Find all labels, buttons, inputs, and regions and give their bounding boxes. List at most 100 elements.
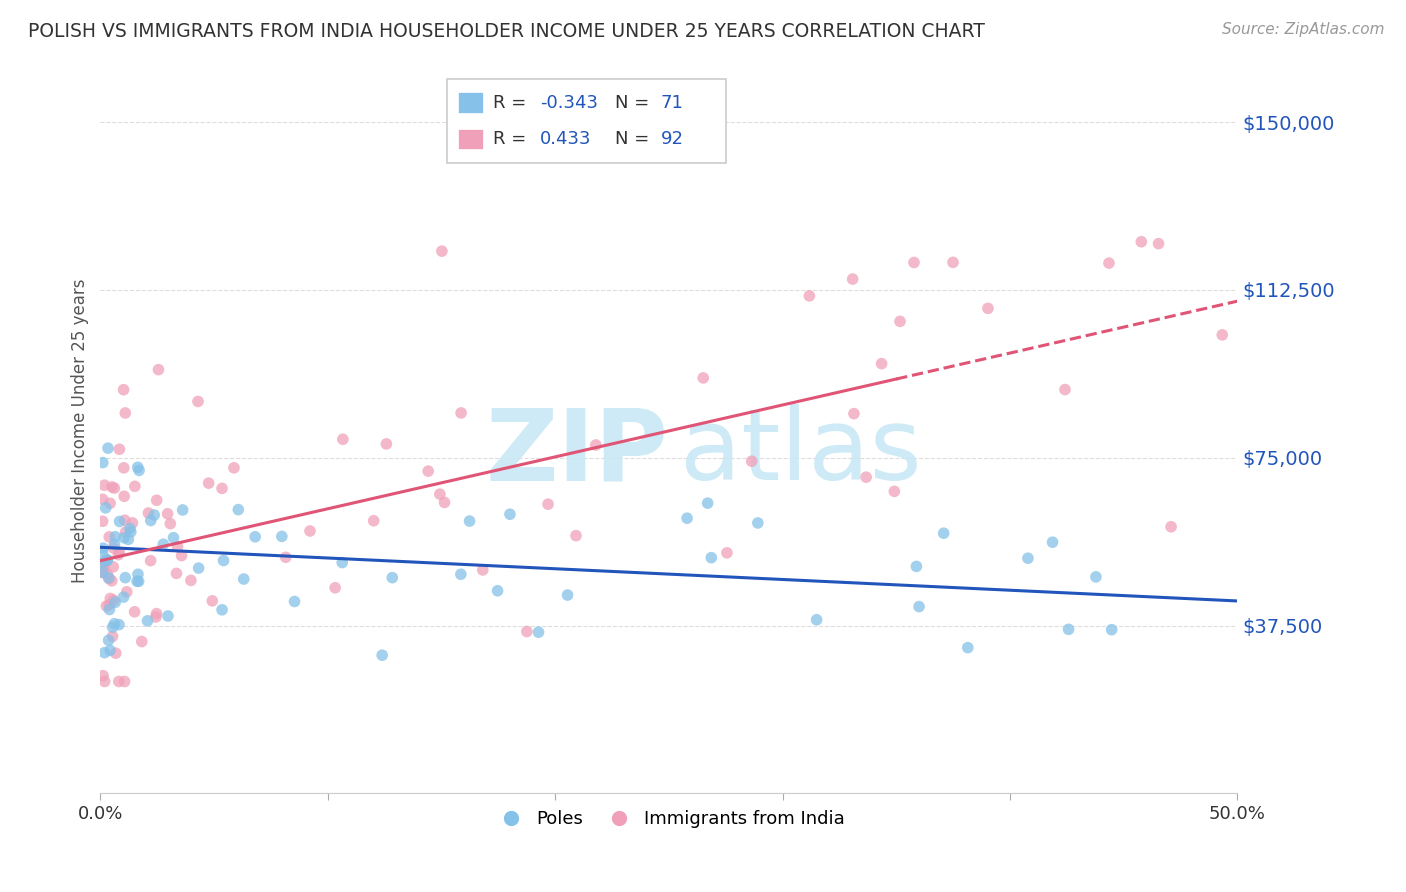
Point	[1130, 235, 1153, 249]
Text: 92: 92	[661, 130, 683, 148]
Point	[170, 549, 193, 563]
Point	[516, 624, 538, 639]
Point	[903, 255, 925, 269]
Point	[107, 548, 129, 562]
Point	[1084, 570, 1107, 584]
Point	[91, 566, 114, 580]
Point	[127, 574, 149, 589]
Point	[103, 559, 125, 574]
Point	[211, 482, 233, 496]
Point	[114, 525, 136, 540]
Point	[1211, 327, 1233, 342]
Point	[855, 470, 877, 484]
Y-axis label: Householder Income Under 25 years: Householder Income Under 25 years	[72, 278, 89, 583]
Point	[942, 255, 965, 269]
Point	[101, 629, 124, 643]
Text: R =: R =	[492, 94, 531, 112]
Point	[114, 406, 136, 420]
Point	[93, 558, 115, 573]
Point	[1057, 623, 1080, 637]
Point	[98, 598, 121, 612]
Point	[565, 528, 588, 542]
Point	[1042, 535, 1064, 549]
Point	[932, 526, 955, 541]
Text: R =: R =	[492, 130, 531, 148]
Point	[499, 507, 522, 521]
Point	[103, 481, 125, 495]
Point	[98, 643, 121, 657]
Point	[799, 289, 821, 303]
Point	[115, 585, 138, 599]
Point	[121, 516, 143, 530]
FancyBboxPatch shape	[447, 79, 725, 162]
Point	[1053, 383, 1076, 397]
Point	[112, 531, 135, 545]
Point	[91, 561, 114, 575]
Point	[96, 553, 118, 567]
Point	[956, 640, 979, 655]
Point	[114, 571, 136, 585]
Point	[98, 496, 121, 510]
Point	[145, 493, 167, 508]
Point	[97, 441, 120, 455]
Point	[139, 514, 162, 528]
Point	[112, 590, 135, 604]
Point	[298, 524, 321, 538]
Point	[841, 272, 863, 286]
Point	[118, 521, 141, 535]
Text: 0.433: 0.433	[540, 130, 592, 148]
Point	[143, 508, 166, 522]
Point	[977, 301, 1000, 316]
Point	[117, 533, 139, 547]
Point	[700, 550, 723, 565]
Text: ZIP: ZIP	[486, 404, 669, 501]
Point	[107, 674, 129, 689]
Point	[91, 566, 114, 580]
Text: 71: 71	[661, 94, 683, 112]
Point	[212, 553, 235, 567]
Text: -0.343: -0.343	[540, 94, 599, 112]
Point	[165, 566, 187, 581]
Point	[162, 531, 184, 545]
Point	[131, 634, 153, 648]
Point	[145, 607, 167, 621]
Point	[103, 541, 125, 555]
Point	[323, 581, 346, 595]
Point	[91, 456, 114, 470]
Point	[127, 567, 149, 582]
Point	[883, 484, 905, 499]
Point	[270, 529, 292, 543]
Point	[283, 594, 305, 608]
Point	[112, 460, 135, 475]
Point	[527, 625, 550, 640]
Point	[676, 511, 699, 525]
Point	[108, 442, 131, 457]
Point	[112, 383, 135, 397]
Point	[166, 540, 188, 554]
Point	[139, 554, 162, 568]
Legend: Poles, Immigrants from India: Poles, Immigrants from India	[485, 803, 852, 835]
Point	[101, 574, 124, 588]
Point	[471, 563, 494, 577]
Bar	[458, 93, 484, 112]
Point	[741, 454, 763, 468]
Point	[1017, 551, 1039, 566]
Point	[450, 567, 472, 582]
Point	[870, 357, 893, 371]
Point	[94, 500, 117, 515]
Text: N =: N =	[616, 130, 655, 148]
Point	[243, 530, 266, 544]
Point	[152, 537, 174, 551]
Point	[124, 479, 146, 493]
Point	[91, 492, 114, 507]
Point	[114, 674, 136, 689]
Point	[91, 668, 114, 682]
Point	[136, 614, 159, 628]
Point	[97, 571, 120, 585]
Point	[1101, 623, 1123, 637]
Point	[159, 516, 181, 531]
Point	[537, 497, 560, 511]
Point	[112, 489, 135, 503]
Point	[104, 595, 127, 609]
Point	[1147, 236, 1170, 251]
